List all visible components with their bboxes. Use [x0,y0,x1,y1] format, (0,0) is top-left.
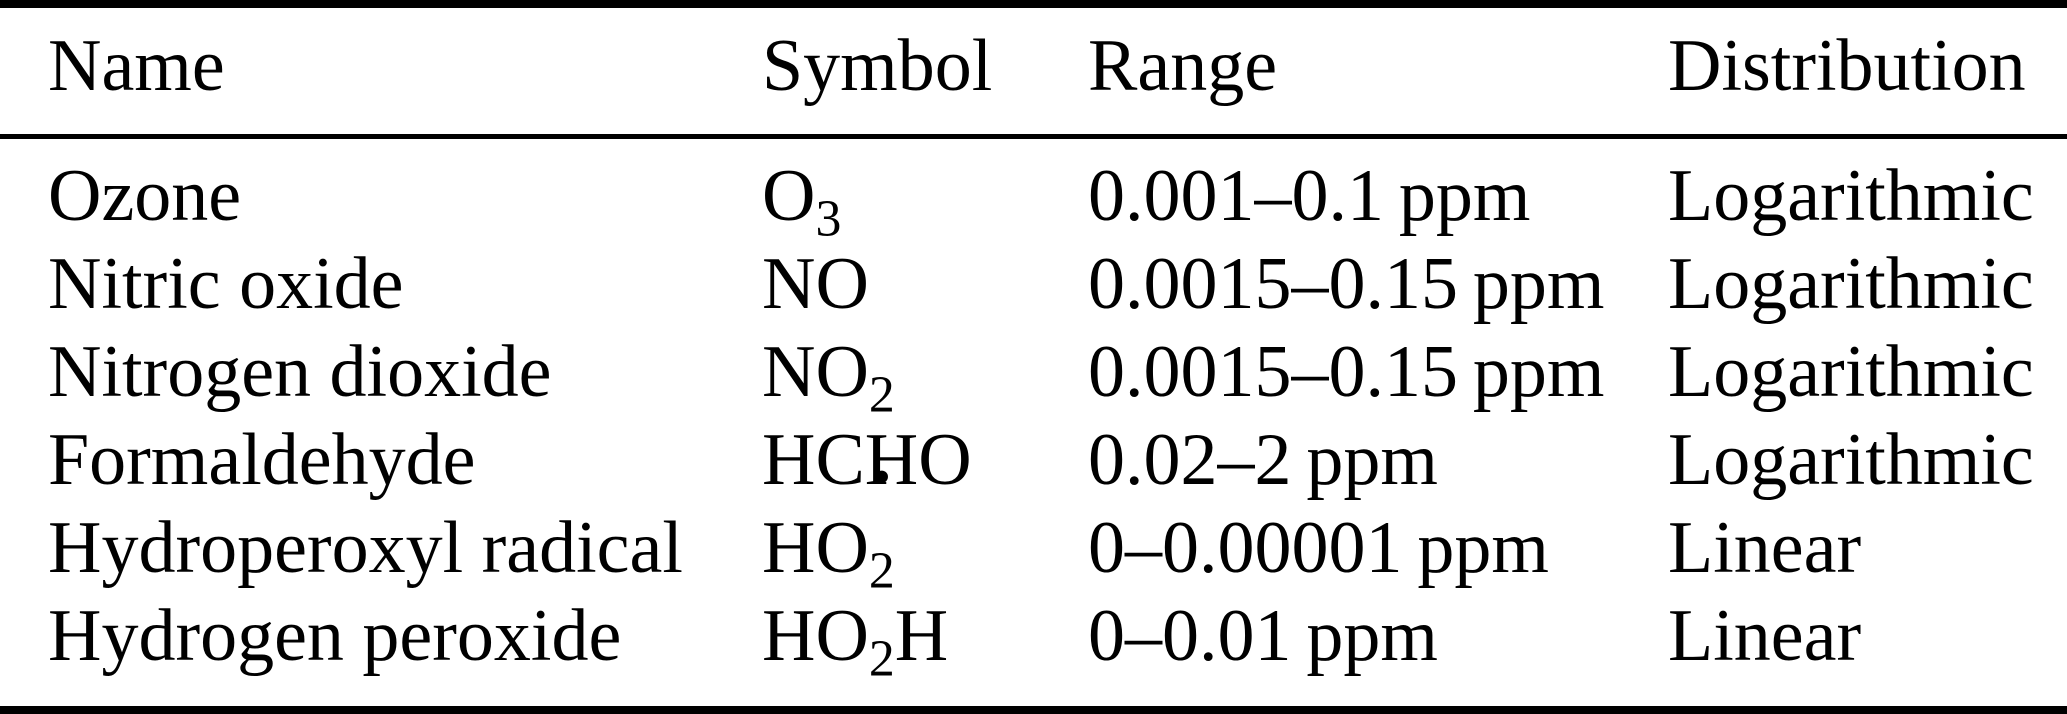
table-body: Ozone O3 0.001–0.1 ppm Logarithmic Nitric ox… [0,139,2067,706]
cell-symbol: HCHO [762,416,1088,504]
column-header-symbol: Symbol [762,25,993,107]
cell-distribution: Logarithmic [1668,419,2034,501]
symbol-text: NO [762,243,869,325]
table-row: Hydroperoxyl radical HO • 2 0–0.00001 ppm Lin… [0,452,2067,597]
cell-distribution: Linear [1668,595,1862,677]
symbol-text: HCHO [762,419,972,501]
column-header-distribution: Distribution [1668,25,2026,107]
cell-symbol: O3 [762,152,1088,245]
cell-range: 0.001–0.1 ppm [1088,155,1531,237]
table-header-row: Name Symbol Range Distribution [0,8,2067,134]
cell-range: 0–0.01 ppm [1088,595,1438,677]
cell-symbol: NO2 [762,328,1088,421]
table-row: Hydrogen peroxide HO2H 0–0.01 ppm Linear [0,592,2067,685]
table-bottom-rule [0,706,2067,714]
table-top-rule [0,0,2067,8]
cell-name: Nitrogen dioxide [48,331,552,413]
radical-dot: • [872,449,891,507]
cell-symbol: HO • 2 [762,452,1088,597]
cell-range: 0.02–2 ppm [1088,419,1438,501]
cell-name: Nitric oxide [48,243,404,325]
cell-name: Hydroperoxyl radical [48,507,683,589]
cell-range: 0–0.00001 ppm [1088,507,1549,589]
table-header-rule [0,134,2067,139]
symbol-text: HO [762,595,869,677]
cell-distribution: Linear [1668,507,1862,589]
symbol-subscript: 2 [868,366,895,424]
symbol-subscript: 2 [868,542,895,600]
symbol-subscript: 3 [815,190,842,248]
column-header-range: Range [1088,25,1278,107]
cell-name: Hydrogen peroxide [48,595,622,677]
cell-distribution: Logarithmic [1668,331,2034,413]
cell-symbol: HO2H [762,592,1088,685]
table-row: Nitrogen dioxide NO2 0.0015–0.15 ppm Logari… [0,328,2067,421]
symbol-text: H [894,595,949,677]
table-row: Nitric oxide NO 0.0015–0.15 ppm Logarithmic [0,240,2067,328]
cell-distribution: Logarithmic [1668,243,2034,325]
cell-symbol: NO [762,240,1088,328]
column-header-name: Name [48,25,225,107]
cell-range: 0.0015–0.15 ppm [1088,331,1605,413]
symbol-text: O [762,155,816,237]
symbol-radical-stack: • 2 [869,452,895,597]
cell-name: Formaldehyde [48,419,476,501]
table-row: Ozone O3 0.001–0.1 ppm Logarithmic [0,152,2067,245]
cell-range: 0.0015–0.15 ppm [1088,243,1605,325]
table-row: Formaldehyde HCHO 0.02–2 ppm Logarithmic [0,416,2067,504]
symbol-text: HO [762,507,869,589]
cell-distribution: Logarithmic [1668,155,2034,237]
symbol-subscript: 2 [868,630,895,688]
symbol-text: NO [762,331,869,413]
cell-name: Ozone [48,155,242,237]
